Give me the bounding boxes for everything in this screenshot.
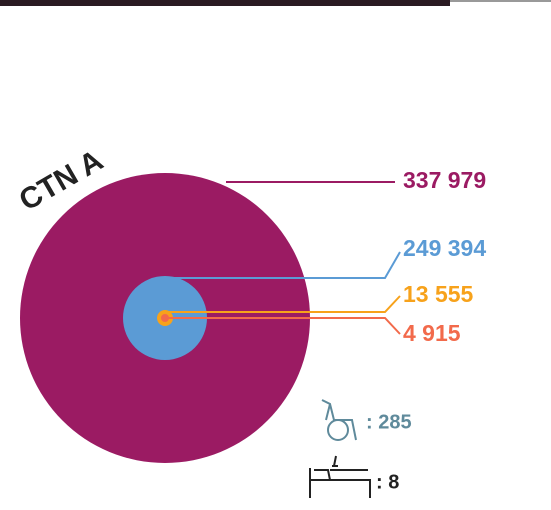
icon-count: : 8: [376, 471, 399, 493]
bed-icon: [309, 455, 371, 498]
icon-count: : 285: [366, 411, 412, 433]
top-bar: [0, 0, 450, 6]
top-rule: [450, 0, 551, 2]
wheelchair-icon: [321, 399, 357, 441]
leader-line: [165, 317, 401, 335]
leader-line: [165, 295, 401, 313]
value-label: 13 555: [403, 281, 474, 307]
leader-line: [165, 251, 401, 279]
value-label: 4 915: [403, 320, 461, 346]
value-label: 337 979: [403, 167, 486, 193]
value-label: 249 394: [403, 235, 486, 261]
